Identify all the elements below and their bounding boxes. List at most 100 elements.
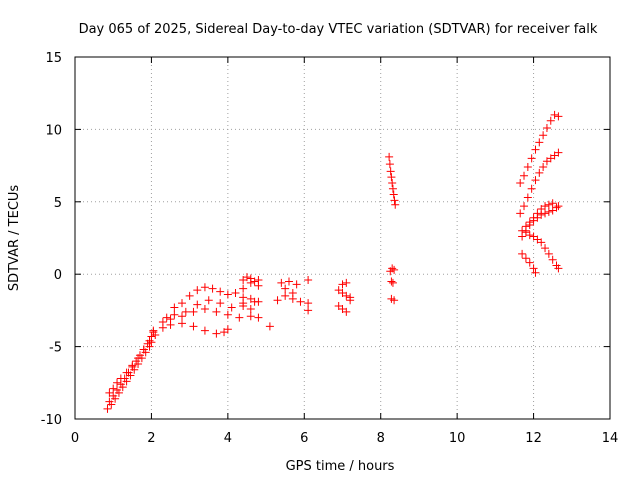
data-point [518,226,527,235]
series-sat-g [239,273,263,313]
data-point [546,116,555,125]
data-point [254,281,263,290]
y-tick-label: 5 [54,196,62,211]
data-point [552,203,561,212]
data-point [296,297,305,306]
data-point [122,368,131,377]
data-point [105,397,114,406]
data-point [139,345,148,354]
data-point [529,213,538,222]
data-point [342,307,351,316]
data-point [388,278,397,287]
data-point [533,209,542,218]
data-point [304,299,313,308]
data-point [254,313,263,322]
series-sat-k [516,110,563,187]
data-point [178,319,186,328]
data-point [200,304,209,313]
data-point [518,249,527,258]
x-tick-label: 14 [602,431,619,446]
data-point [181,307,190,316]
data-point [285,277,293,286]
data-point [527,184,536,193]
series-sat-d [158,304,263,326]
data-point [113,378,122,387]
data-point [105,388,114,397]
data-point [525,218,534,227]
data-point [342,291,351,300]
data-point [541,244,550,253]
data-point [390,196,399,205]
data-point [520,171,529,180]
data-point [385,152,394,161]
data-point [531,268,540,277]
data-point [346,296,355,305]
data-point [521,254,530,263]
data-point [231,289,240,298]
data-point [128,361,137,370]
data-point [554,202,563,211]
x-axis-label: GPS time / hours [286,459,395,474]
data-point [292,280,301,289]
data-point [166,315,175,324]
data-point [385,160,394,169]
data-point [529,264,538,273]
data-point [516,209,525,218]
x-tick-label: 0 [71,431,79,446]
data-point [250,277,259,286]
data-point [548,199,557,208]
y-tick-label: 0 [54,268,62,283]
series-sat-f [170,275,263,312]
data-point [223,290,232,299]
y-axis-label: SDTVAR / TECUs [7,185,22,292]
x-tick-label: 6 [300,431,308,446]
data-point [304,306,313,315]
data-point [389,190,398,199]
data-point [246,304,255,313]
data-point [103,404,112,413]
data-point [246,312,255,321]
data-point [516,178,525,187]
series-sat-l [516,148,563,218]
plot-frame [74,56,611,420]
x-tick-label: 10 [449,431,466,446]
data-point [523,163,532,172]
y-tick-label: 15 [45,51,62,66]
data-point [227,303,236,312]
data-point [531,145,540,154]
data-point [134,354,143,363]
data-point [388,264,397,273]
data-point [254,297,263,306]
data-point [391,200,400,209]
data-point [281,291,290,300]
data-point [525,258,534,267]
data-point [520,202,529,211]
data-point [554,112,563,121]
data-point [193,300,202,309]
series-sat-i [334,278,355,316]
data-point [200,283,209,292]
data-point [223,325,232,334]
data-point [158,317,167,326]
data-point [239,293,248,302]
data-point [388,184,397,193]
data-point [527,154,536,163]
data-point [554,264,563,273]
data-point [223,310,232,319]
data-point [544,207,553,216]
data-point [162,313,171,322]
data-point [204,296,213,305]
tick-labels: 0 2 4 6 8 10 12 14 -10 -5 0 5 10 15 [41,51,619,446]
data-point [235,313,244,322]
data-point [212,329,221,338]
series-sat-a [103,319,232,413]
series-sat-e [162,296,259,322]
data-point [212,307,221,316]
data-points [103,110,563,413]
y-tick-label: -5 [49,341,62,356]
data-point [246,294,255,303]
data-point [200,326,209,335]
data-point [189,322,198,331]
data-point [147,332,156,341]
